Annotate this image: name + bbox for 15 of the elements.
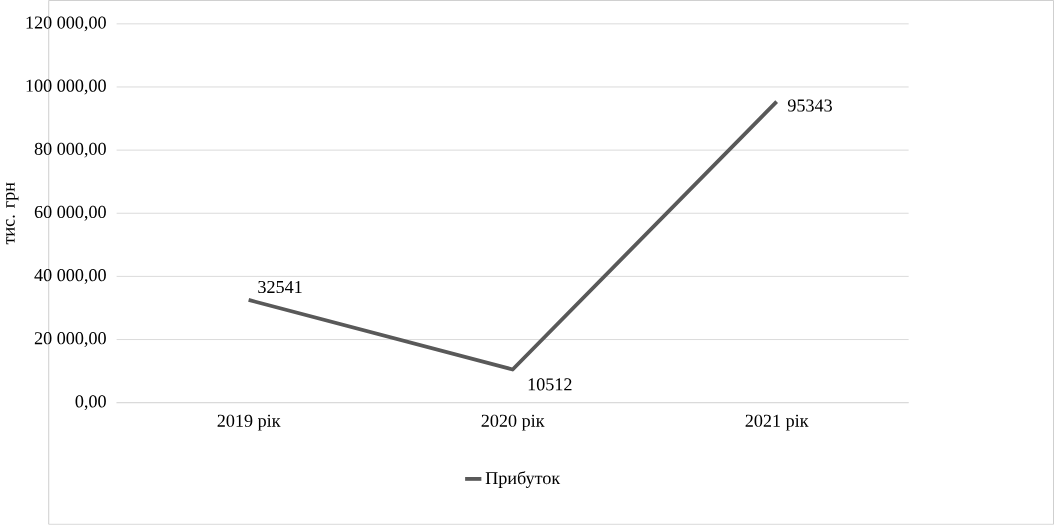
x-tick-label: 2019 рік <box>217 414 281 431</box>
legend-label: Прибуток <box>485 471 561 489</box>
data-label: 10512 <box>528 378 572 391</box>
y-tick-label: 0,00 <box>75 395 106 411</box>
data-label: 32541 <box>258 280 302 294</box>
x-tick-label: 2020 рік <box>481 414 545 431</box>
y-tick-label: 60 000,00 <box>34 205 106 221</box>
y-tick-label: 100 000,00 <box>26 79 106 95</box>
y-tick-label: 20 000,00 <box>34 332 106 348</box>
data-label: 95343 <box>787 99 832 112</box>
y-tick-label: 80 000,00 <box>34 142 106 158</box>
y-axis-title: тис. грн <box>6 182 19 245</box>
y-tick-label: 120 000,00 <box>26 16 106 32</box>
x-tick-label: 2021 рік <box>745 414 809 431</box>
y-tick-label: 40 000,00 <box>34 269 106 284</box>
